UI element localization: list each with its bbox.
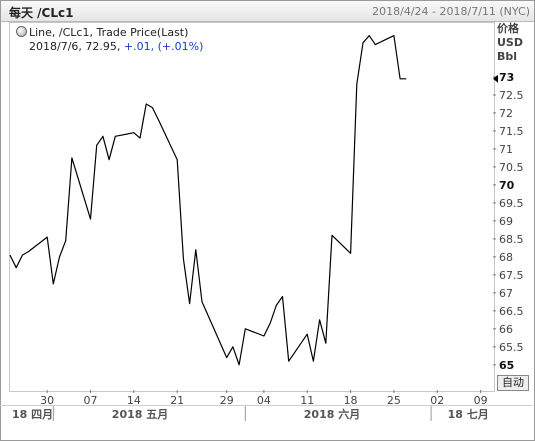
x-tick-label: 18 bbox=[344, 394, 358, 407]
unit-volume: Bbl bbox=[497, 50, 518, 63]
y-tick-label: 69 bbox=[499, 215, 513, 228]
legend-change: +.01, bbox=[123, 40, 155, 53]
y-tick-label: 66.5 bbox=[499, 305, 524, 318]
y-tick-label: 73 bbox=[499, 71, 514, 84]
y-tick-label: 69.5 bbox=[499, 197, 524, 210]
x-tick-label: 21 bbox=[170, 394, 184, 407]
unit-price: 价格 bbox=[497, 22, 519, 35]
legend-change-pct: (+.01%) bbox=[157, 40, 204, 53]
x-tick-label: 30 bbox=[40, 394, 54, 407]
y-tick-label: 68 bbox=[499, 251, 513, 264]
legend-value: 72.95, bbox=[85, 40, 121, 53]
y-tick-label: 71.5 bbox=[499, 125, 524, 138]
month-label: 2018 六月 bbox=[304, 407, 360, 421]
x-axis-divider bbox=[0, 405, 533, 406]
unit-currency: USD bbox=[497, 36, 523, 49]
y-tick-label: 70 bbox=[499, 179, 515, 192]
y-axis-units: 价格 USD Bbl bbox=[497, 22, 523, 64]
y-tick-label: 70.5 bbox=[499, 161, 524, 174]
legend-series-label: Line, /CLc1, Trade Price(Last) bbox=[29, 26, 189, 39]
last-value-marker bbox=[493, 74, 498, 83]
month-label: 2018 五月 bbox=[112, 408, 168, 421]
series-icon[interactable] bbox=[16, 26, 27, 37]
legend-date: 2018/7/6, bbox=[29, 40, 82, 53]
y-tick-label: 66 bbox=[499, 323, 513, 336]
x-tick-label: 02 bbox=[430, 394, 444, 407]
y-tick-label: 72.5 bbox=[499, 89, 524, 102]
date-range: 2018/4/24 - 2018/7/11 (NYC) bbox=[372, 5, 530, 18]
y-tick-label: 67 bbox=[499, 287, 513, 300]
x-tick-label: 09 bbox=[474, 394, 488, 407]
x-tick-label: 25 bbox=[387, 394, 401, 407]
price-line bbox=[9, 34, 407, 366]
plot-area[interactable] bbox=[9, 22, 495, 392]
x-tick-label: 29 bbox=[220, 394, 234, 407]
y-tick-label: 68.5 bbox=[499, 233, 524, 246]
y-tick-label: 65.5 bbox=[499, 341, 524, 354]
y-tick-label: 67.5 bbox=[499, 269, 524, 282]
x-tick-label: 14 bbox=[127, 394, 141, 407]
autoscale-button[interactable]: 自动 bbox=[497, 375, 529, 391]
chart-header: 每天 /CLc1 2018/4/24 - 2018/7/11 (NYC) bbox=[1, 1, 534, 22]
x-tick-label: 04 bbox=[257, 394, 271, 407]
legend: Line, /CLc1, Trade Price(Last) 2018/7/6,… bbox=[16, 26, 203, 54]
y-tick-label: 72 bbox=[499, 107, 513, 120]
y-tick-label: 71 bbox=[499, 143, 513, 156]
x-tick-label: 11 bbox=[300, 394, 314, 407]
y-tick-label: 65 bbox=[499, 359, 514, 372]
x-tick-label: 07 bbox=[84, 394, 98, 407]
month-label: 18 七月 bbox=[448, 407, 489, 421]
chart-title: 每天 /CLc1 bbox=[9, 6, 74, 20]
month-label: 18 四月 bbox=[12, 408, 53, 421]
